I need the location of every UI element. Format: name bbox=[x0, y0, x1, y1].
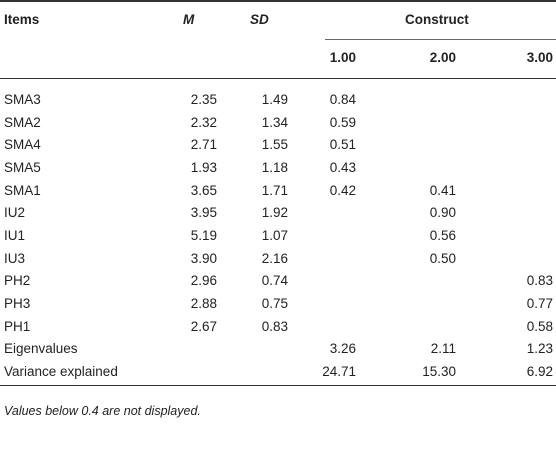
header-items: Items bbox=[4, 12, 40, 27]
cell-value: 1.07 bbox=[261, 227, 288, 243]
row-label: SMA4 bbox=[4, 137, 41, 153]
row-label: IU1 bbox=[4, 227, 26, 243]
row-label: SMA1 bbox=[4, 182, 41, 198]
cell-value: 0.77 bbox=[526, 295, 553, 311]
cell-value: 3.90 bbox=[190, 250, 217, 266]
cell-value: 3.26 bbox=[329, 341, 356, 357]
cell-value: 2.71 bbox=[190, 137, 217, 153]
row-label: Variance explained bbox=[4, 363, 118, 379]
cell-value: 2.11 bbox=[430, 341, 456, 357]
row-label: SMA5 bbox=[4, 159, 41, 175]
cell-value: 2.16 bbox=[261, 250, 288, 266]
cell-value: 2.35 bbox=[190, 92, 217, 107]
cell-value: 0.56 bbox=[429, 227, 456, 243]
construct-rule bbox=[325, 39, 556, 40]
cell-value: 0.83 bbox=[526, 273, 553, 289]
bottom-rule bbox=[0, 385, 556, 386]
cell-value: 0.59 bbox=[329, 114, 356, 130]
cell-value: 1.92 bbox=[261, 205, 288, 221]
row-label: IU3 bbox=[4, 250, 26, 266]
row-label: PH1 bbox=[4, 318, 31, 334]
cell-value: 1.55 bbox=[261, 137, 288, 153]
row-label: Eigenvalues bbox=[4, 341, 78, 357]
cell-value: 6.92 bbox=[526, 363, 553, 379]
cell-value: 2.96 bbox=[190, 273, 217, 289]
cell-value: 24.71 bbox=[322, 363, 356, 379]
cell-value: 2.67 bbox=[190, 318, 217, 334]
cell-value: 3.65 bbox=[190, 182, 217, 198]
cell-value: 0.41 bbox=[429, 182, 456, 198]
row-label: SMA3 bbox=[4, 92, 41, 107]
row-label: PH3 bbox=[4, 295, 31, 311]
factor-header: 3.00 bbox=[526, 50, 553, 65]
header-construct: Construct bbox=[405, 12, 469, 27]
cell-value: 0.42 bbox=[329, 182, 356, 198]
cell-value: 0.51 bbox=[329, 137, 356, 153]
cell-value: 0.43 bbox=[329, 159, 356, 175]
factor-header: 2.00 bbox=[429, 50, 456, 65]
cell-value: 0.75 bbox=[261, 295, 288, 311]
cell-value: 5.19 bbox=[190, 227, 217, 243]
cell-value: 1.18 bbox=[261, 159, 288, 175]
header-sd: SD bbox=[250, 12, 269, 27]
cell-value: 3.95 bbox=[190, 205, 217, 221]
footnote: Values below 0.4 are not displayed. bbox=[4, 404, 201, 418]
cell-value: 1.49 bbox=[261, 92, 288, 107]
cell-value: 0.50 bbox=[429, 250, 456, 266]
cell-value: 1.23 bbox=[526, 341, 553, 357]
row-label: PH2 bbox=[4, 273, 31, 289]
cell-value: 0.84 bbox=[329, 92, 356, 107]
cell-value: 2.88 bbox=[190, 295, 217, 311]
cell-value: 1.71 bbox=[261, 182, 288, 198]
cell-value: 2.32 bbox=[190, 114, 217, 130]
cell-value: 1.34 bbox=[261, 114, 288, 130]
row-label: IU2 bbox=[4, 205, 26, 221]
cell-value: 15.30 bbox=[422, 363, 456, 379]
cell-value: 0.90 bbox=[429, 205, 456, 221]
cell-value: 0.74 bbox=[261, 273, 288, 289]
header-m: M bbox=[183, 12, 195, 27]
factor-header: 1.00 bbox=[329, 50, 356, 65]
cell-value: 1.93 bbox=[190, 159, 217, 175]
cell-value: 0.58 bbox=[526, 318, 553, 334]
row-label: SMA2 bbox=[4, 114, 41, 130]
top-rule bbox=[0, 0, 556, 2]
header-rule bbox=[0, 78, 556, 79]
cell-value: 0.83 bbox=[261, 318, 288, 334]
